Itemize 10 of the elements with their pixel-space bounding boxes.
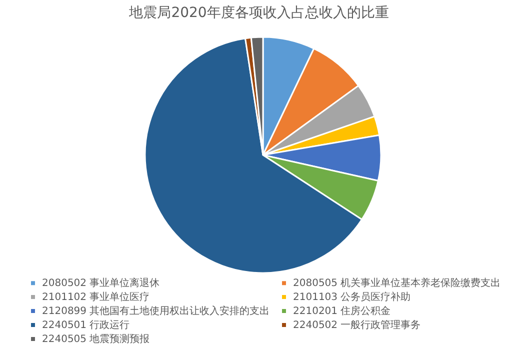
legend-label: 2120899 其他国有土地使用权出让收入安排的支出 — [42, 305, 270, 317]
legend-label: 2240502 一般行政管理事务 — [293, 319, 421, 331]
legend-label: 2101102 事业单位医疗 — [42, 291, 150, 303]
legend-label: 2210201 住房公积金 — [293, 305, 391, 317]
legend-label: 2240501 行政运行 — [42, 319, 130, 331]
legend-label: 2080505 机关事业单位基本养老保险缴费支出 — [293, 277, 501, 290]
legend-label: 2240505 地震预测预报 — [42, 333, 150, 345]
chart-title: 地震局2020年度各项收入占总收入的比重 — [128, 5, 389, 21]
legend-label: 2101103 公务员医疗补助 — [293, 291, 411, 303]
legend-label: 2080502 事业单位离退休 — [42, 277, 160, 290]
